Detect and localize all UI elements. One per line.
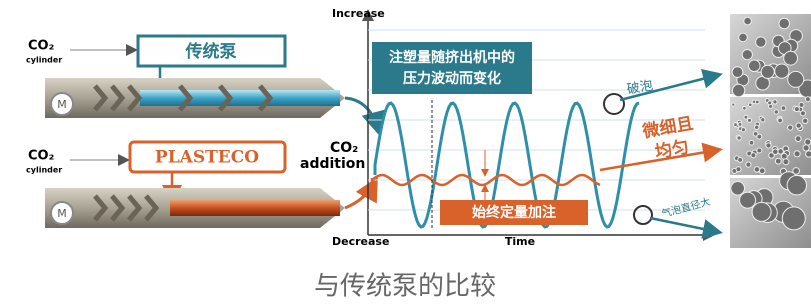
bubble bbox=[757, 148, 762, 153]
increase-label: Increase bbox=[332, 7, 385, 20]
time-label: Time bbox=[505, 235, 535, 248]
bubble bbox=[742, 50, 752, 60]
bubble bbox=[756, 37, 766, 47]
bubble bbox=[744, 115, 748, 119]
bubble bbox=[799, 102, 804, 107]
bubble bbox=[753, 132, 758, 137]
bubble bbox=[783, 159, 789, 165]
bubble bbox=[784, 51, 798, 65]
bubble bbox=[741, 128, 745, 132]
bubble bbox=[779, 18, 790, 29]
cylinder-label: cylinder bbox=[26, 166, 62, 175]
decrease-label: Decrease bbox=[332, 235, 389, 248]
bubble bbox=[766, 143, 771, 148]
bubble bbox=[740, 192, 756, 208]
bubble bbox=[754, 167, 760, 173]
motor-label: M bbox=[57, 207, 67, 220]
result-label: 破泡 bbox=[626, 78, 654, 97]
foam-images bbox=[730, 14, 811, 248]
bubble bbox=[768, 101, 772, 105]
bubble bbox=[755, 100, 759, 104]
bubble bbox=[794, 107, 799, 112]
co2-label: CO₂ bbox=[28, 39, 54, 54]
result-arrow bbox=[650, 218, 718, 232]
bubble bbox=[803, 118, 808, 123]
highlight-circle bbox=[634, 206, 652, 224]
bubble bbox=[775, 64, 789, 78]
result-label: 均匀 bbox=[653, 136, 690, 163]
bubble bbox=[788, 71, 804, 87]
bubble bbox=[759, 168, 765, 174]
caption: 与传统泵的比较 bbox=[314, 272, 496, 302]
bubble bbox=[751, 153, 756, 158]
bubble bbox=[743, 106, 747, 110]
result-label: 气泡直径大 bbox=[660, 195, 712, 220]
gas-flow bbox=[140, 90, 340, 106]
note-text: 注塑量随挤出机中的 bbox=[389, 49, 515, 66]
flow-arrow bbox=[345, 98, 378, 130]
bubble bbox=[732, 84, 744, 96]
bubble bbox=[805, 139, 811, 145]
bubble bbox=[749, 60, 761, 72]
bubble bbox=[738, 123, 742, 127]
bubble bbox=[755, 125, 759, 129]
bubble bbox=[732, 67, 743, 78]
pressure-plot: Increase Decrease Time 注塑量随挤出机中的 压力波动而变化… bbox=[332, 7, 718, 248]
bubble bbox=[731, 182, 745, 196]
bubble bbox=[781, 106, 786, 111]
traditional-label: 传统泵 bbox=[185, 41, 237, 62]
gas-flow bbox=[170, 200, 340, 216]
bubble bbox=[738, 158, 743, 163]
pump-section: CO₂ cylinder 传统泵 M CO₂ cylinder PLASTECO… bbox=[26, 36, 378, 228]
bubble bbox=[800, 111, 805, 116]
bubble bbox=[788, 125, 793, 130]
highlight-circle bbox=[604, 94, 624, 114]
bubble bbox=[736, 167, 741, 172]
bubble bbox=[744, 17, 752, 25]
note-text: 压力波动而变化 bbox=[403, 70, 501, 87]
bubble bbox=[787, 176, 806, 195]
cylinder-label: cylinder bbox=[26, 56, 62, 65]
bubble bbox=[761, 118, 765, 122]
bubble bbox=[732, 103, 735, 106]
motor-label: M bbox=[57, 98, 67, 111]
bubble bbox=[794, 151, 800, 157]
bubble bbox=[737, 136, 741, 140]
bubble bbox=[796, 123, 801, 128]
bubble bbox=[773, 100, 777, 104]
diagram: CO₂ cylinder 传统泵 M CO₂ cylinder PLASTECO… bbox=[0, 0, 811, 305]
bubble bbox=[774, 110, 778, 114]
bubble bbox=[739, 33, 748, 42]
addition-label: addition bbox=[300, 156, 365, 172]
flow-arrow bbox=[345, 182, 375, 208]
bubble bbox=[806, 151, 811, 157]
addition-co2: CO₂ bbox=[330, 140, 358, 156]
bubble bbox=[803, 145, 809, 151]
bubble bbox=[773, 149, 779, 155]
bubble bbox=[805, 97, 810, 102]
bubble bbox=[795, 136, 801, 142]
bubble bbox=[749, 103, 753, 107]
bubble bbox=[746, 162, 751, 167]
bubble bbox=[778, 118, 783, 123]
co2-label: CO₂ bbox=[28, 149, 54, 164]
bubble bbox=[761, 65, 774, 78]
bubble bbox=[782, 207, 805, 230]
bubble bbox=[749, 140, 754, 145]
bubble bbox=[734, 123, 738, 127]
bubble bbox=[748, 118, 752, 122]
constant-text: 始终定量加注 bbox=[472, 204, 556, 221]
bubble bbox=[775, 158, 781, 164]
bubble bbox=[752, 202, 771, 221]
plasteco-label: PLASTECO bbox=[155, 148, 259, 168]
